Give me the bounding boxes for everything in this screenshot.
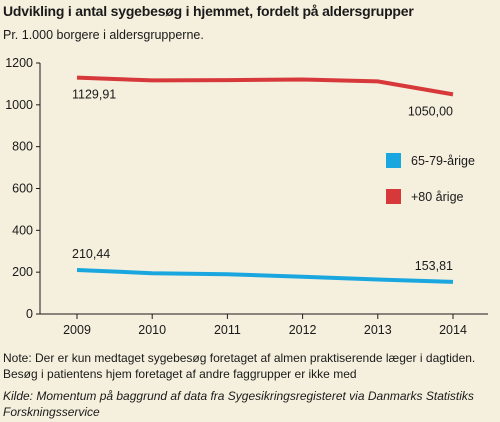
data-label: 1129,91 bbox=[72, 88, 116, 102]
series-line-80-plus bbox=[76, 75, 454, 97]
y-tick-label: 400 bbox=[12, 223, 33, 237]
y-tick-label: 1000 bbox=[5, 98, 33, 112]
x-tick-label: 2010 bbox=[138, 323, 166, 337]
chart-title: Udvikling i antal sygebesøg i hjemmet, f… bbox=[3, 3, 414, 19]
x-tick-label: 2012 bbox=[289, 323, 317, 337]
line-chart: 0 200 400 600 800 1000 1200 2009 2010 2011 2012 201… bbox=[5, 56, 488, 337]
legend-label-65-79: 65-79-årige bbox=[411, 154, 475, 168]
x-tick-label: 2014 bbox=[439, 323, 467, 337]
chart-source: Kilde: Momentum på baggrund af data fra … bbox=[3, 389, 474, 419]
data-label: 1050,00 bbox=[408, 104, 453, 118]
y-tick-label: 0 bbox=[26, 307, 33, 321]
x-tick-label: 2011 bbox=[214, 323, 241, 337]
y-tick-label: 1200 bbox=[5, 56, 33, 70]
series-line-65-79 bbox=[76, 267, 454, 284]
chart-subtitle: Pr. 1.000 borgere i aldersgrupperne. bbox=[3, 28, 204, 42]
y-tick-label: 200 bbox=[12, 265, 33, 279]
legend-swatch-80-plus bbox=[386, 189, 401, 204]
x-tick-label: 2013 bbox=[364, 323, 392, 337]
x-tick-label: 2009 bbox=[63, 323, 91, 337]
y-tick-label: 600 bbox=[12, 182, 33, 196]
legend-swatch-65-79 bbox=[386, 153, 401, 168]
data-label: 210,44 bbox=[72, 247, 110, 261]
legend-label-80-plus: +80 årige bbox=[411, 190, 464, 204]
y-tick-label: 800 bbox=[12, 140, 33, 154]
chart-note: Note: Der er kun medtaget sygebesøg fore… bbox=[3, 351, 476, 381]
data-label: 153,81 bbox=[415, 259, 453, 273]
